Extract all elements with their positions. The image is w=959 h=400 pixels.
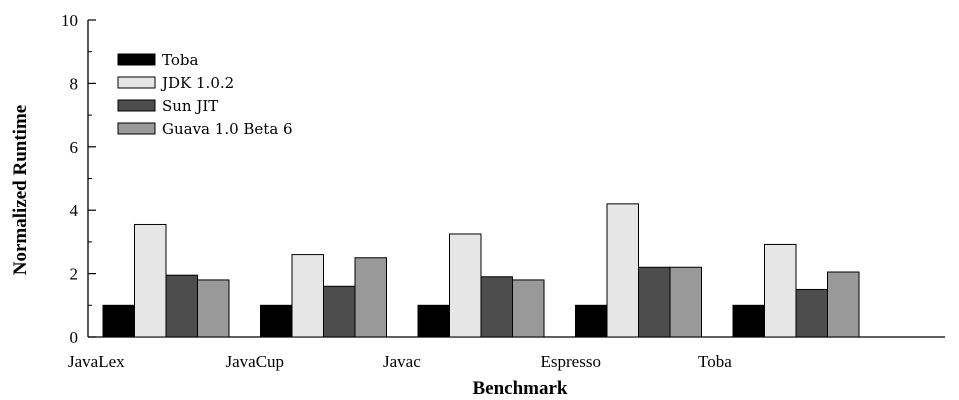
legend-swatch — [117, 99, 156, 112]
legend-label: JDK 1.0.2 — [160, 74, 234, 92]
y-tick-label: 10 — [61, 11, 78, 30]
y-tick-label: 4 — [70, 201, 79, 220]
bar — [827, 271, 860, 338]
legend-label: Sun JIT — [162, 97, 218, 115]
bar — [795, 288, 828, 338]
y-tick-label: 6 — [70, 138, 79, 157]
x-tick-label: JavaCup — [226, 352, 285, 371]
bar — [575, 304, 608, 338]
bar — [669, 266, 702, 338]
x-axis-title: Benchmark — [473, 378, 568, 399]
y-axis-title: Normalized Runtime — [10, 105, 31, 275]
x-ticks: JavaLex JavaCup Javac Espresso Toba — [68, 352, 732, 371]
y-tick-label: 0 — [70, 328, 79, 347]
x-tick-label: Espresso — [541, 352, 601, 371]
bar — [165, 274, 198, 338]
legend-label: Toba — [162, 51, 198, 69]
bar — [260, 304, 293, 338]
bar — [197, 279, 230, 338]
x-tick-label: Toba — [698, 352, 732, 371]
x-tick-label: Javac — [383, 352, 421, 371]
bar — [354, 257, 387, 338]
x-tick-label: JavaLex — [68, 352, 125, 371]
bar — [480, 276, 513, 338]
bar — [764, 243, 797, 338]
bar — [512, 279, 545, 338]
bar — [291, 254, 324, 338]
bar — [732, 304, 765, 338]
bar — [417, 304, 450, 338]
legend-label: Guava 1.0 Beta 6 — [162, 120, 293, 138]
bars — [102, 203, 860, 338]
y-tick-label: 2 — [70, 265, 79, 284]
bar — [323, 285, 356, 338]
legend-swatch — [117, 53, 156, 66]
legend-swatch — [117, 122, 156, 135]
bar — [102, 304, 135, 338]
y-tick-label: 8 — [70, 74, 79, 93]
legend-swatch — [117, 76, 156, 89]
legend: Toba JDK 1.0.2 Sun JIT Guava 1.0 Beta 6 — [117, 51, 293, 138]
y-ticks: 0 2 4 6 8 10 — [61, 11, 96, 347]
bar — [134, 223, 167, 338]
bar — [606, 203, 639, 338]
bar — [449, 233, 482, 338]
bar — [638, 266, 671, 338]
